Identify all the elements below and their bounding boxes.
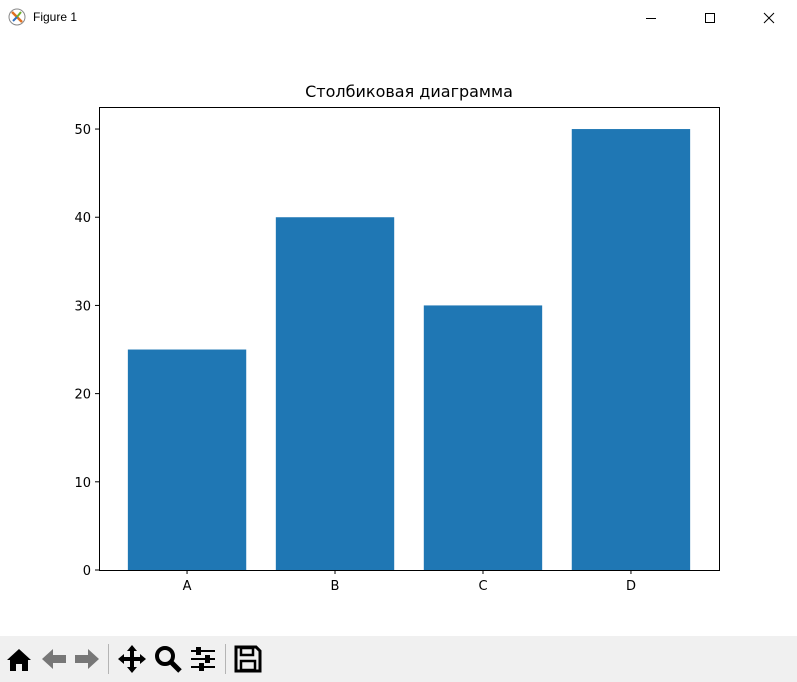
pan-icon[interactable]	[117, 644, 147, 674]
toolbar-separator	[108, 644, 109, 674]
y-tick-label: 50	[74, 123, 91, 138]
navigation-toolbar	[0, 636, 797, 682]
x-tick-label: B	[331, 579, 340, 594]
back-icon[interactable]	[39, 644, 69, 674]
bar-D	[571, 129, 691, 571]
minimize-button[interactable]	[628, 0, 674, 36]
minimize-icon	[646, 18, 656, 19]
app-icon	[8, 8, 26, 26]
bar-chart: Столбиковая диаграмма A B C D 0 10 20 30 40 50	[74, 82, 720, 594]
plot-frame	[99, 107, 720, 571]
toolbar-separator	[225, 644, 226, 674]
window-title: Figure 1	[33, 10, 78, 24]
x-tick-label: C	[478, 579, 487, 594]
maximize-button[interactable]	[687, 0, 733, 36]
maximize-icon	[705, 13, 715, 23]
y-tick-label: 40	[74, 211, 91, 226]
y-tick-label: 0	[83, 564, 91, 579]
chart-title: Столбиковая диаграмма	[305, 82, 513, 101]
close-button[interactable]	[746, 0, 792, 36]
y-tick-label: 10	[74, 476, 91, 491]
zoom-icon[interactable]	[153, 644, 183, 674]
configure-subplots-icon[interactable]	[188, 644, 218, 674]
forward-icon[interactable]	[72, 644, 102, 674]
window-titlebar: Figure 1	[0, 0, 797, 36]
bar-B	[275, 217, 395, 570]
x-tick-label: D	[626, 579, 636, 594]
save-icon[interactable]	[233, 644, 263, 674]
y-tick-label: 20	[74, 388, 91, 403]
close-icon	[763, 12, 775, 24]
home-icon[interactable]	[4, 644, 34, 674]
y-tick-label: 30	[74, 299, 91, 314]
bar-A	[127, 349, 247, 570]
bar-C	[423, 305, 543, 570]
x-tick-label: A	[183, 579, 192, 594]
